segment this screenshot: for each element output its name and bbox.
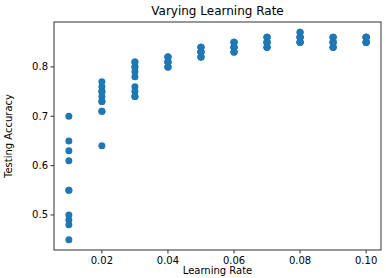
point: [297, 39, 304, 46]
x-tick: [101, 250, 102, 254]
x-tick: [366, 250, 367, 254]
point: [65, 157, 72, 164]
x-tick: [167, 250, 168, 254]
x-axis-label: Learning Rate: [183, 265, 253, 276]
point: [197, 49, 204, 56]
point: [65, 236, 72, 243]
point: [65, 113, 72, 120]
point: [131, 58, 138, 65]
point: [65, 137, 72, 144]
point: [65, 187, 72, 194]
point: [131, 68, 138, 75]
point: [164, 58, 171, 65]
point: [65, 187, 72, 194]
plot-frame: [54, 22, 381, 250]
background: [0, 0, 386, 278]
x-tick-label: 0.02: [91, 255, 113, 266]
point: [231, 49, 238, 56]
point: [264, 44, 271, 51]
point: [297, 39, 304, 46]
y-tick-label: 0.6: [32, 160, 48, 171]
point: [98, 108, 105, 115]
x-tick-label: 0.08: [289, 255, 311, 266]
y-tick-label: 0.8: [32, 61, 48, 72]
point: [197, 49, 204, 56]
point: [330, 44, 337, 51]
point: [98, 88, 105, 95]
x-tick: [234, 250, 235, 254]
point: [131, 58, 138, 65]
point: [231, 49, 238, 56]
title: Varying Learning Rate: [151, 4, 283, 18]
point: [131, 93, 138, 100]
point: [197, 49, 204, 56]
point: [98, 98, 105, 105]
point: [197, 49, 204, 56]
point: [164, 58, 171, 65]
point: [98, 142, 105, 149]
x-tick-label: 0.04: [157, 255, 179, 266]
y-axis-label: Testing Accuracy: [3, 94, 14, 179]
point: [330, 44, 337, 51]
point: [98, 98, 105, 105]
point: [164, 58, 171, 65]
y-tick: [51, 214, 55, 215]
point: [98, 88, 105, 95]
point: [363, 34, 370, 41]
point: [363, 34, 370, 41]
point: [131, 93, 138, 100]
point: [363, 34, 370, 41]
point: [98, 108, 105, 115]
point: [363, 34, 370, 41]
x-tick-label: 0.10: [355, 255, 377, 266]
point: [330, 44, 337, 51]
point: [297, 39, 304, 46]
y-tick: [51, 66, 55, 67]
y-tick: [51, 165, 55, 166]
point: [164, 58, 171, 65]
point: [297, 39, 304, 46]
point: [65, 221, 72, 228]
point: [231, 49, 238, 56]
chart: 0.020.040.060.080.100.50.60.70.8Varying …: [0, 0, 386, 278]
y-tick-label: 0.7: [32, 111, 48, 122]
y-tick-label: 0.5: [32, 209, 48, 220]
point: [363, 34, 370, 41]
point: [264, 44, 271, 51]
y-tick: [51, 116, 55, 117]
points: [65, 29, 369, 243]
point: [65, 147, 72, 154]
point: [264, 44, 271, 51]
x-tick: [300, 250, 301, 254]
